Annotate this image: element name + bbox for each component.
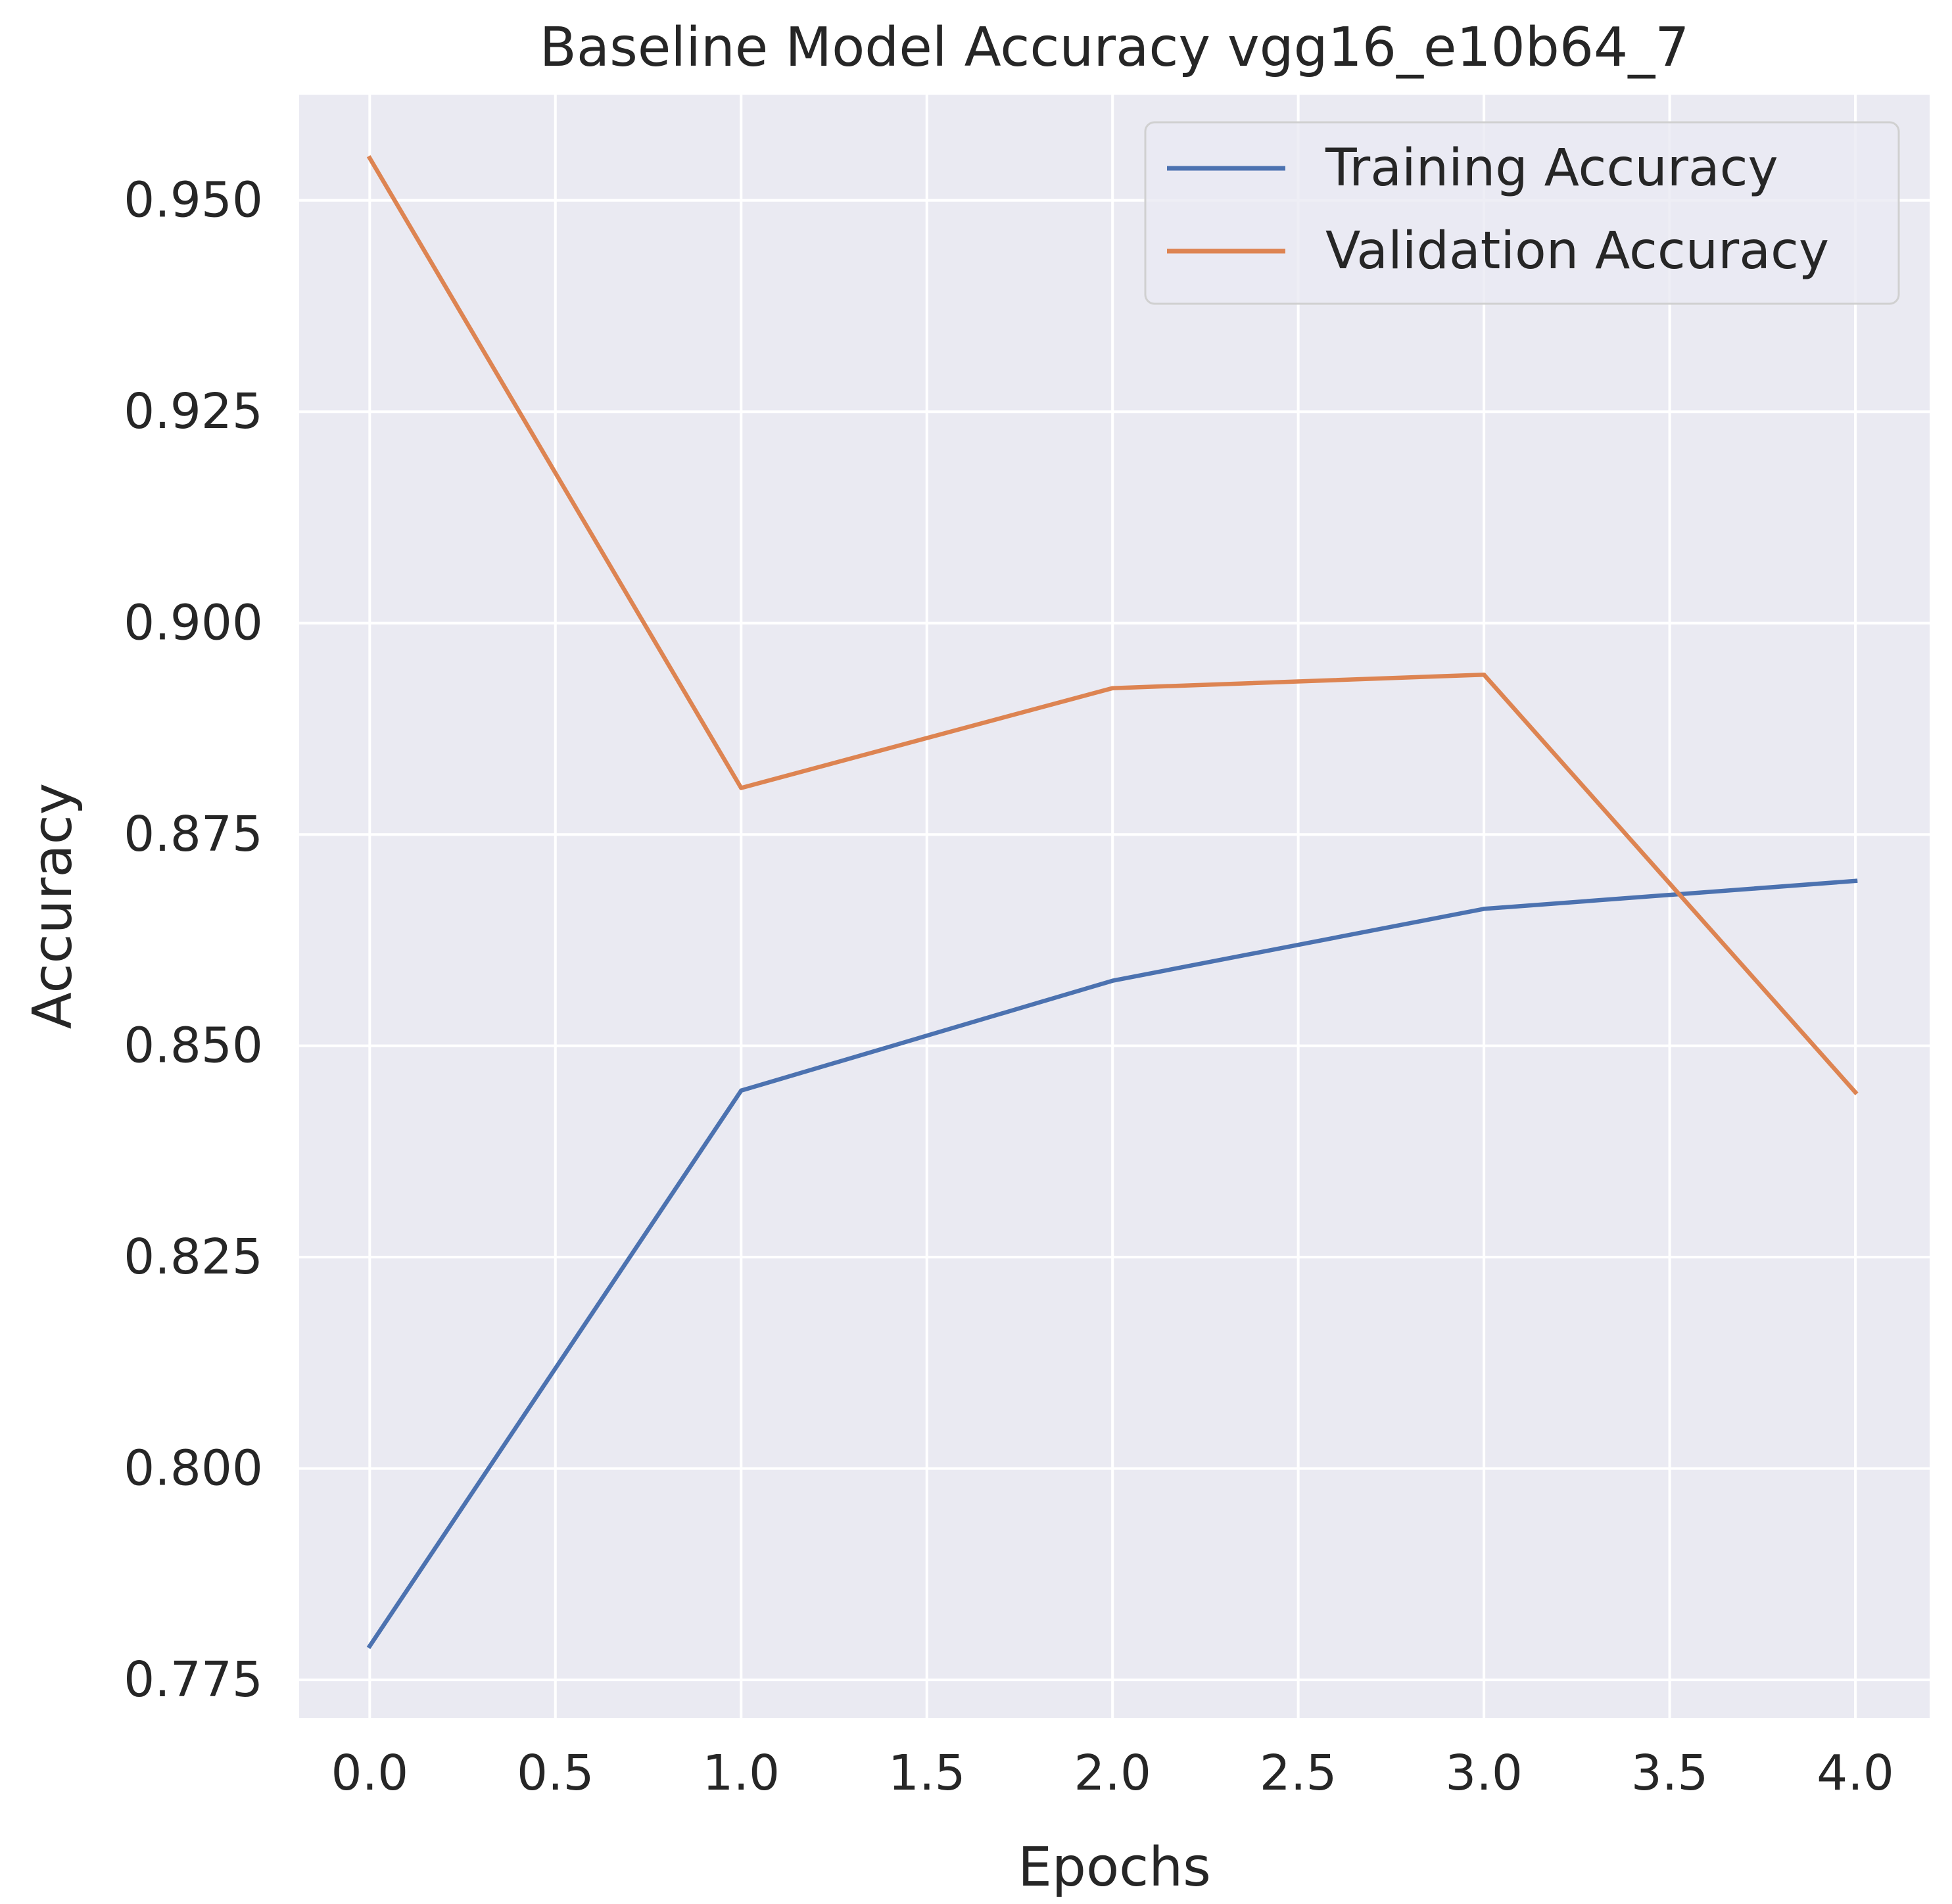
y-tick-label: 0.825 [124,1229,263,1285]
y-axis-label: Accuracy [22,783,84,1029]
x-tick-labels: 0.0 0.5 1.0 1.5 2.0 2.5 3.0 3.5 4.0 [331,1745,1893,1801]
y-tick-label: 0.950 [124,172,263,229]
training-accuracy-point [1481,907,1487,911]
y-tick-labels: 0.775 0.800 0.825 0.850 0.875 0.900 0.925 0.950 [124,172,263,1708]
legend-validation-label: Validation Accuracy [1325,222,1829,281]
series-lines [366,155,1859,1650]
x-tick-label: 2.5 [1260,1745,1337,1801]
x-tick-label: 3.5 [1631,1745,1709,1801]
grid-lines [299,95,1930,1718]
y-tick-label: 0.800 [124,1440,263,1497]
chart-title: Baseline Model Accuracy vgg16_e10b64_7 [540,16,1690,79]
plot-area [299,95,1930,1718]
y-tick-label: 0.850 [124,1018,263,1074]
y-tick-label: 0.775 [124,1652,263,1708]
training-accuracy-point [1853,878,1858,884]
validation-accuracy-point [739,786,744,790]
x-tick-label: 0.5 [517,1745,594,1801]
training-accuracy-point [368,1644,372,1648]
x-tick-label: 3.0 [1445,1745,1523,1801]
validation-accuracy-point [1853,1090,1858,1095]
x-tick-label: 2.0 [1074,1745,1151,1801]
y-tick-label: 0.900 [124,595,263,652]
training-accuracy-point [1110,978,1115,983]
x-axis-label: Epochs [1018,1836,1211,1899]
training-accuracy-point [739,1088,744,1093]
legend-training-label: Training Accuracy [1325,139,1778,198]
y-tick-label: 0.925 [124,383,263,440]
x-tick-label: 4.0 [1817,1745,1894,1801]
validation-accuracy-point [368,156,372,160]
x-tick-label: 1.0 [702,1745,780,1801]
x-tick-label: 1.5 [888,1745,966,1801]
legend: Training Accuracy Validation Accuracy [1144,121,1900,305]
validation-accuracy-point [1110,686,1115,690]
validation-accuracy-point [1481,672,1487,677]
x-tick-label: 0.0 [331,1745,408,1801]
legend-box [1144,121,1900,305]
y-tick-label: 0.875 [124,806,263,863]
